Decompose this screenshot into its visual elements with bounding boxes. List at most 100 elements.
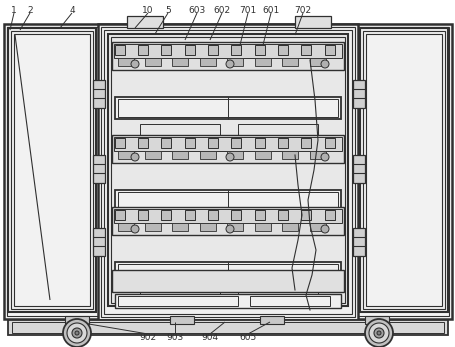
Bar: [172, 151, 187, 159]
Bar: [118, 223, 134, 231]
Circle shape: [226, 153, 233, 161]
Bar: [227, 151, 243, 159]
Bar: [118, 58, 134, 66]
Circle shape: [373, 328, 383, 338]
Bar: [112, 207, 343, 235]
Bar: [65, 316, 89, 324]
Bar: [98, 24, 357, 320]
Bar: [364, 316, 388, 324]
Bar: [115, 294, 340, 308]
Circle shape: [63, 319, 91, 347]
Bar: [161, 210, 171, 220]
Circle shape: [320, 153, 328, 161]
Text: 5: 5: [165, 6, 171, 15]
Bar: [294, 16, 330, 28]
Bar: [254, 223, 270, 231]
Bar: [259, 316, 283, 324]
Bar: [300, 45, 310, 55]
Bar: [115, 262, 340, 284]
Bar: [185, 210, 195, 220]
Text: 10: 10: [142, 6, 153, 15]
Bar: [278, 210, 288, 220]
Bar: [231, 210, 241, 220]
Bar: [278, 45, 288, 55]
Bar: [238, 289, 317, 301]
Circle shape: [226, 225, 233, 233]
Bar: [324, 138, 334, 148]
Bar: [254, 151, 270, 159]
Bar: [140, 289, 219, 301]
Bar: [238, 124, 317, 136]
Bar: [118, 192, 337, 210]
Bar: [281, 151, 298, 159]
Bar: [7, 27, 448, 316]
Bar: [281, 223, 298, 231]
Circle shape: [75, 331, 79, 335]
Bar: [300, 138, 310, 148]
Bar: [111, 37, 344, 303]
Bar: [161, 138, 171, 148]
Bar: [118, 264, 337, 282]
Bar: [112, 135, 343, 163]
Bar: [254, 45, 264, 55]
Bar: [112, 42, 343, 70]
Bar: [138, 210, 148, 220]
Bar: [93, 228, 105, 256]
Bar: [112, 270, 343, 292]
Bar: [8, 28, 96, 312]
Bar: [300, 210, 310, 220]
Bar: [104, 30, 351, 314]
Bar: [114, 137, 341, 151]
Bar: [170, 316, 193, 324]
Circle shape: [368, 323, 388, 343]
Bar: [227, 58, 243, 66]
Bar: [185, 45, 195, 55]
Bar: [145, 223, 161, 231]
Text: 902: 902: [139, 333, 156, 342]
Bar: [93, 80, 105, 108]
Text: 4: 4: [69, 6, 75, 15]
Bar: [101, 27, 354, 317]
Bar: [254, 58, 270, 66]
Bar: [309, 223, 325, 231]
Bar: [118, 99, 337, 117]
Bar: [118, 296, 238, 306]
Bar: [352, 80, 364, 108]
Bar: [145, 58, 161, 66]
Bar: [254, 210, 264, 220]
Bar: [161, 45, 171, 55]
Circle shape: [131, 60, 139, 68]
Text: 702: 702: [294, 6, 311, 15]
Circle shape: [376, 331, 380, 335]
Bar: [227, 223, 243, 231]
Bar: [185, 138, 195, 148]
Bar: [115, 138, 125, 148]
Bar: [362, 31, 444, 309]
Bar: [172, 58, 187, 66]
Bar: [200, 151, 216, 159]
Bar: [238, 217, 317, 229]
Bar: [207, 210, 217, 220]
Circle shape: [72, 328, 82, 338]
Bar: [12, 322, 443, 333]
Bar: [207, 45, 217, 55]
Bar: [114, 209, 341, 223]
Circle shape: [364, 319, 392, 347]
Bar: [140, 124, 219, 136]
Circle shape: [67, 323, 87, 343]
Bar: [11, 31, 93, 309]
Bar: [365, 34, 441, 306]
Text: 602: 602: [213, 6, 230, 15]
Bar: [324, 210, 334, 220]
Circle shape: [320, 60, 328, 68]
Bar: [278, 138, 288, 148]
Bar: [231, 138, 241, 148]
Bar: [309, 151, 325, 159]
Bar: [140, 217, 219, 229]
Bar: [249, 296, 329, 306]
Bar: [4, 24, 451, 319]
Bar: [118, 151, 134, 159]
Text: 603: 603: [188, 6, 205, 15]
Text: 2: 2: [27, 6, 33, 15]
Bar: [309, 58, 325, 66]
